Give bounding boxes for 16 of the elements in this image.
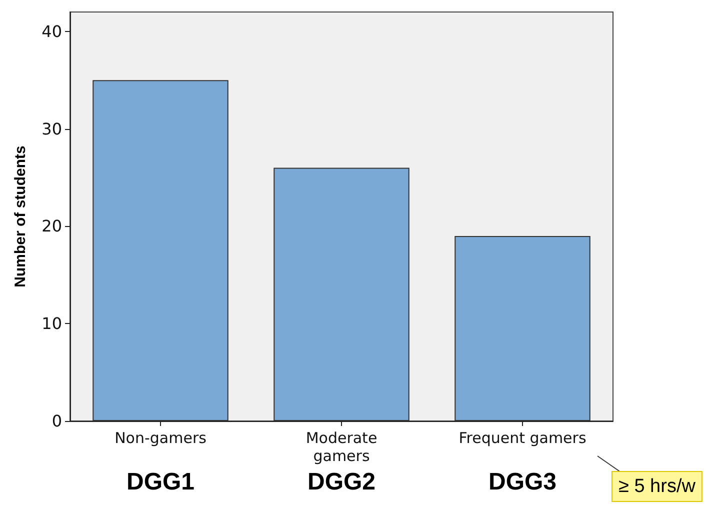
y-tick-label: 0 xyxy=(52,412,62,430)
x-tick-label: Non-gamers xyxy=(114,429,207,447)
y-tick-label: 30 xyxy=(42,119,62,138)
text: DGG3 xyxy=(488,468,557,496)
y-tick-label: 20 xyxy=(42,216,62,236)
bar xyxy=(454,236,590,421)
y-tick-label: 40 xyxy=(42,22,62,41)
text: DGG1 xyxy=(126,468,195,496)
bar xyxy=(92,80,228,421)
x-tick-label: Moderate gamers xyxy=(306,429,378,465)
bar xyxy=(274,168,410,421)
text: DGG2 xyxy=(307,468,376,496)
y-tick-label: 10 xyxy=(42,314,62,334)
x-tick-label: Frequent gamers xyxy=(458,429,586,447)
text: ≥ 5 hrs/w xyxy=(618,476,696,497)
y-axis-title: Number of students xyxy=(12,146,29,288)
